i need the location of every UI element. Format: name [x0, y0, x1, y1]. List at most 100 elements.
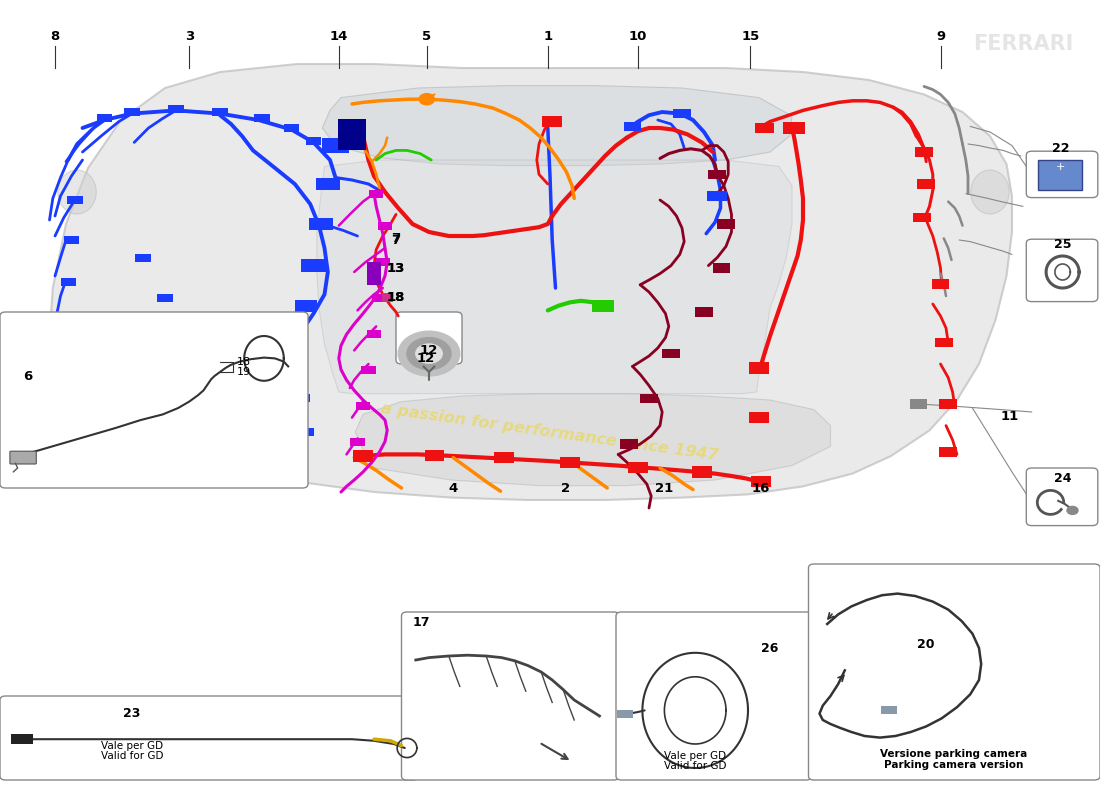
FancyBboxPatch shape: [917, 179, 935, 189]
Text: 13: 13: [387, 262, 405, 274]
Text: 18: 18: [236, 357, 251, 366]
Text: 21: 21: [656, 482, 673, 494]
Text: 9: 9: [936, 30, 945, 42]
FancyBboxPatch shape: [673, 109, 691, 118]
FancyBboxPatch shape: [267, 358, 283, 366]
FancyBboxPatch shape: [56, 316, 72, 324]
Text: 8: 8: [51, 30, 59, 42]
FancyBboxPatch shape: [298, 428, 314, 436]
FancyBboxPatch shape: [402, 612, 619, 780]
FancyBboxPatch shape: [67, 196, 82, 204]
FancyBboxPatch shape: [372, 294, 387, 302]
Text: Valid for GD: Valid for GD: [664, 762, 726, 771]
FancyBboxPatch shape: [1026, 151, 1098, 198]
Text: 13: 13: [387, 262, 405, 274]
Text: 2: 2: [561, 482, 570, 494]
Text: 15: 15: [741, 30, 759, 42]
FancyBboxPatch shape: [707, 190, 727, 201]
FancyBboxPatch shape: [316, 178, 340, 190]
FancyBboxPatch shape: [662, 349, 680, 358]
Text: 10: 10: [629, 30, 647, 42]
FancyBboxPatch shape: [939, 447, 957, 457]
FancyBboxPatch shape: [560, 457, 580, 468]
FancyBboxPatch shape: [755, 122, 774, 133]
FancyBboxPatch shape: [356, 402, 370, 410]
Text: 16: 16: [752, 482, 770, 494]
Circle shape: [407, 338, 451, 370]
FancyBboxPatch shape: [628, 462, 648, 473]
Polygon shape: [322, 86, 792, 166]
Text: 11: 11: [1001, 410, 1019, 422]
FancyBboxPatch shape: [932, 279, 949, 289]
FancyBboxPatch shape: [367, 262, 382, 285]
Text: Vale per GD: Vale per GD: [664, 751, 726, 761]
FancyBboxPatch shape: [494, 452, 514, 463]
FancyBboxPatch shape: [708, 170, 726, 179]
FancyBboxPatch shape: [168, 105, 184, 113]
FancyBboxPatch shape: [911, 399, 926, 409]
FancyBboxPatch shape: [135, 254, 151, 262]
Polygon shape: [317, 160, 792, 394]
FancyBboxPatch shape: [284, 124, 299, 132]
Text: +: +: [1056, 162, 1065, 172]
FancyBboxPatch shape: [751, 476, 771, 487]
FancyBboxPatch shape: [915, 147, 933, 157]
Text: 22: 22: [1052, 142, 1069, 154]
Text: Versione parking camera: Versione parking camera: [880, 749, 1027, 758]
FancyBboxPatch shape: [370, 190, 384, 198]
FancyBboxPatch shape: [0, 312, 308, 488]
FancyBboxPatch shape: [56, 352, 72, 360]
FancyBboxPatch shape: [1026, 239, 1098, 302]
FancyBboxPatch shape: [338, 119, 366, 150]
FancyBboxPatch shape: [692, 466, 712, 478]
FancyBboxPatch shape: [212, 108, 228, 116]
FancyBboxPatch shape: [640, 394, 658, 403]
FancyBboxPatch shape: [749, 412, 769, 423]
FancyBboxPatch shape: [620, 439, 638, 449]
Circle shape: [1067, 506, 1078, 514]
Text: FERRARI: FERRARI: [972, 34, 1074, 54]
Text: 6: 6: [23, 370, 32, 382]
FancyBboxPatch shape: [713, 263, 730, 273]
FancyBboxPatch shape: [935, 338, 953, 347]
FancyBboxPatch shape: [309, 218, 333, 230]
Text: 5: 5: [422, 30, 431, 42]
Circle shape: [416, 344, 442, 363]
Ellipse shape: [57, 362, 97, 406]
FancyBboxPatch shape: [254, 114, 270, 122]
FancyBboxPatch shape: [11, 734, 33, 744]
Text: 25: 25: [1054, 238, 1071, 250]
FancyBboxPatch shape: [1038, 160, 1082, 190]
Text: 7: 7: [392, 234, 400, 246]
Circle shape: [419, 94, 435, 105]
FancyBboxPatch shape: [617, 710, 632, 718]
Ellipse shape: [57, 170, 97, 214]
Ellipse shape: [970, 170, 1010, 214]
Text: 14: 14: [330, 30, 348, 42]
FancyBboxPatch shape: [361, 366, 376, 374]
FancyBboxPatch shape: [64, 236, 79, 244]
FancyBboxPatch shape: [375, 258, 389, 266]
FancyBboxPatch shape: [1026, 468, 1098, 526]
FancyBboxPatch shape: [185, 328, 200, 336]
FancyBboxPatch shape: [0, 696, 418, 780]
Text: Parking camera version: Parking camera version: [884, 760, 1023, 770]
Text: 19: 19: [236, 367, 251, 377]
Text: Vale per GD: Vale per GD: [101, 741, 163, 750]
Text: Valid for GD: Valid for GD: [101, 751, 163, 761]
FancyBboxPatch shape: [542, 116, 562, 126]
Text: 18: 18: [387, 291, 405, 304]
FancyBboxPatch shape: [124, 108, 140, 116]
FancyBboxPatch shape: [350, 438, 365, 446]
FancyBboxPatch shape: [10, 451, 36, 464]
FancyBboxPatch shape: [396, 312, 462, 364]
FancyBboxPatch shape: [367, 330, 382, 338]
Text: 1: 1: [543, 30, 552, 42]
FancyBboxPatch shape: [382, 293, 393, 302]
Polygon shape: [355, 394, 830, 486]
FancyBboxPatch shape: [295, 394, 310, 402]
FancyBboxPatch shape: [353, 450, 373, 462]
Text: 26: 26: [761, 642, 779, 654]
Text: 17: 17: [412, 616, 430, 629]
Text: 23: 23: [123, 707, 141, 720]
